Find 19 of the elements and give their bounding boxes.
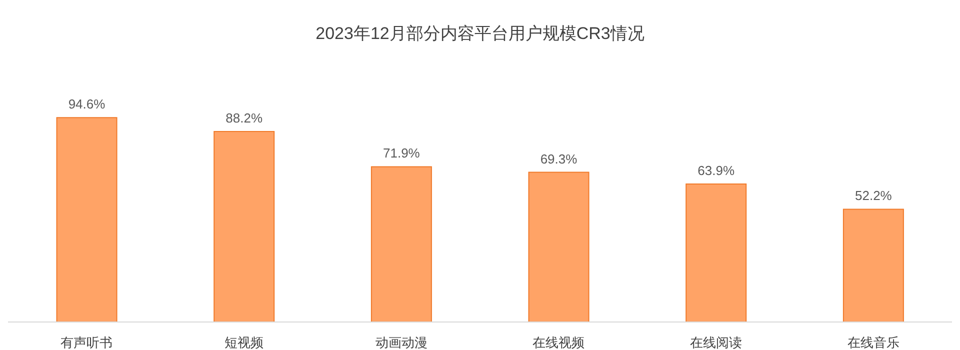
chart-title: 2023年12月部分内容平台用户规模CR3情况: [314, 23, 646, 45]
bar: [528, 172, 590, 322]
x-tick-label: 在线视频: [532, 335, 585, 350]
bar: [214, 130, 275, 322]
bar: [56, 117, 118, 322]
data-label: 52.2%: [855, 188, 892, 204]
data-label: 69.3%: [540, 151, 578, 166]
x-tick-label: 在线音乐: [847, 335, 900, 350]
data-label: 63.9%: [698, 162, 735, 178]
data-label: 88.2%: [226, 110, 263, 126]
bar: [686, 183, 747, 322]
bar: [842, 208, 904, 322]
data-label: 71.9%: [383, 146, 420, 161]
x-tick-label: 在线阅读: [690, 335, 742, 350]
data-label: 94.6%: [68, 96, 106, 112]
x-tick-label: 动画动漫: [375, 335, 428, 350]
x-tick-label: 短视频: [224, 335, 264, 350]
bar: [370, 166, 432, 322]
x-tick-label: 有声听书: [60, 335, 113, 350]
